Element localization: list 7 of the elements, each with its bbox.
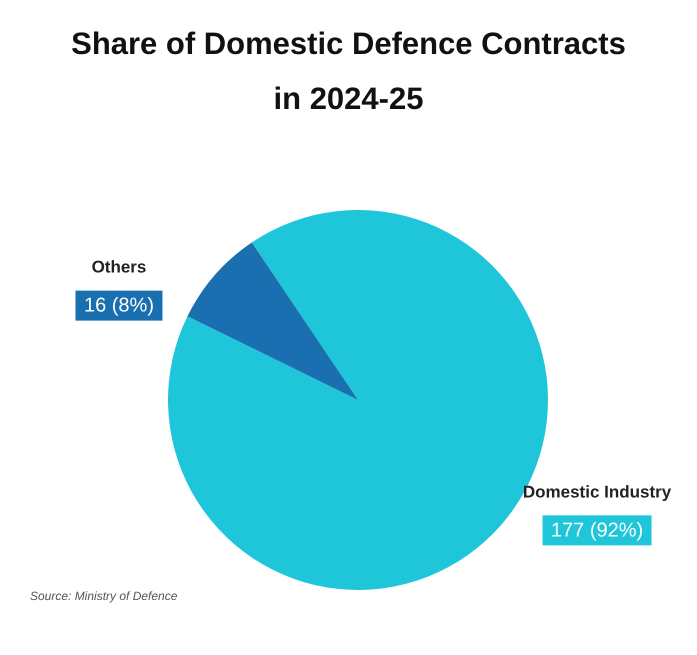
- chart-title: Share of Domestic Defence Contracts in 2024-25: [71, 26, 626, 116]
- slice-label: Others: [92, 258, 146, 277]
- data-label: 177 (92%): [550, 519, 644, 542]
- source-note: Source: Ministry of Defence: [30, 589, 178, 603]
- pie-slice: [187, 242, 358, 400]
- slice-label: Domestic Industry: [522, 482, 672, 502]
- data-label: 16 (8%): [84, 294, 154, 317]
